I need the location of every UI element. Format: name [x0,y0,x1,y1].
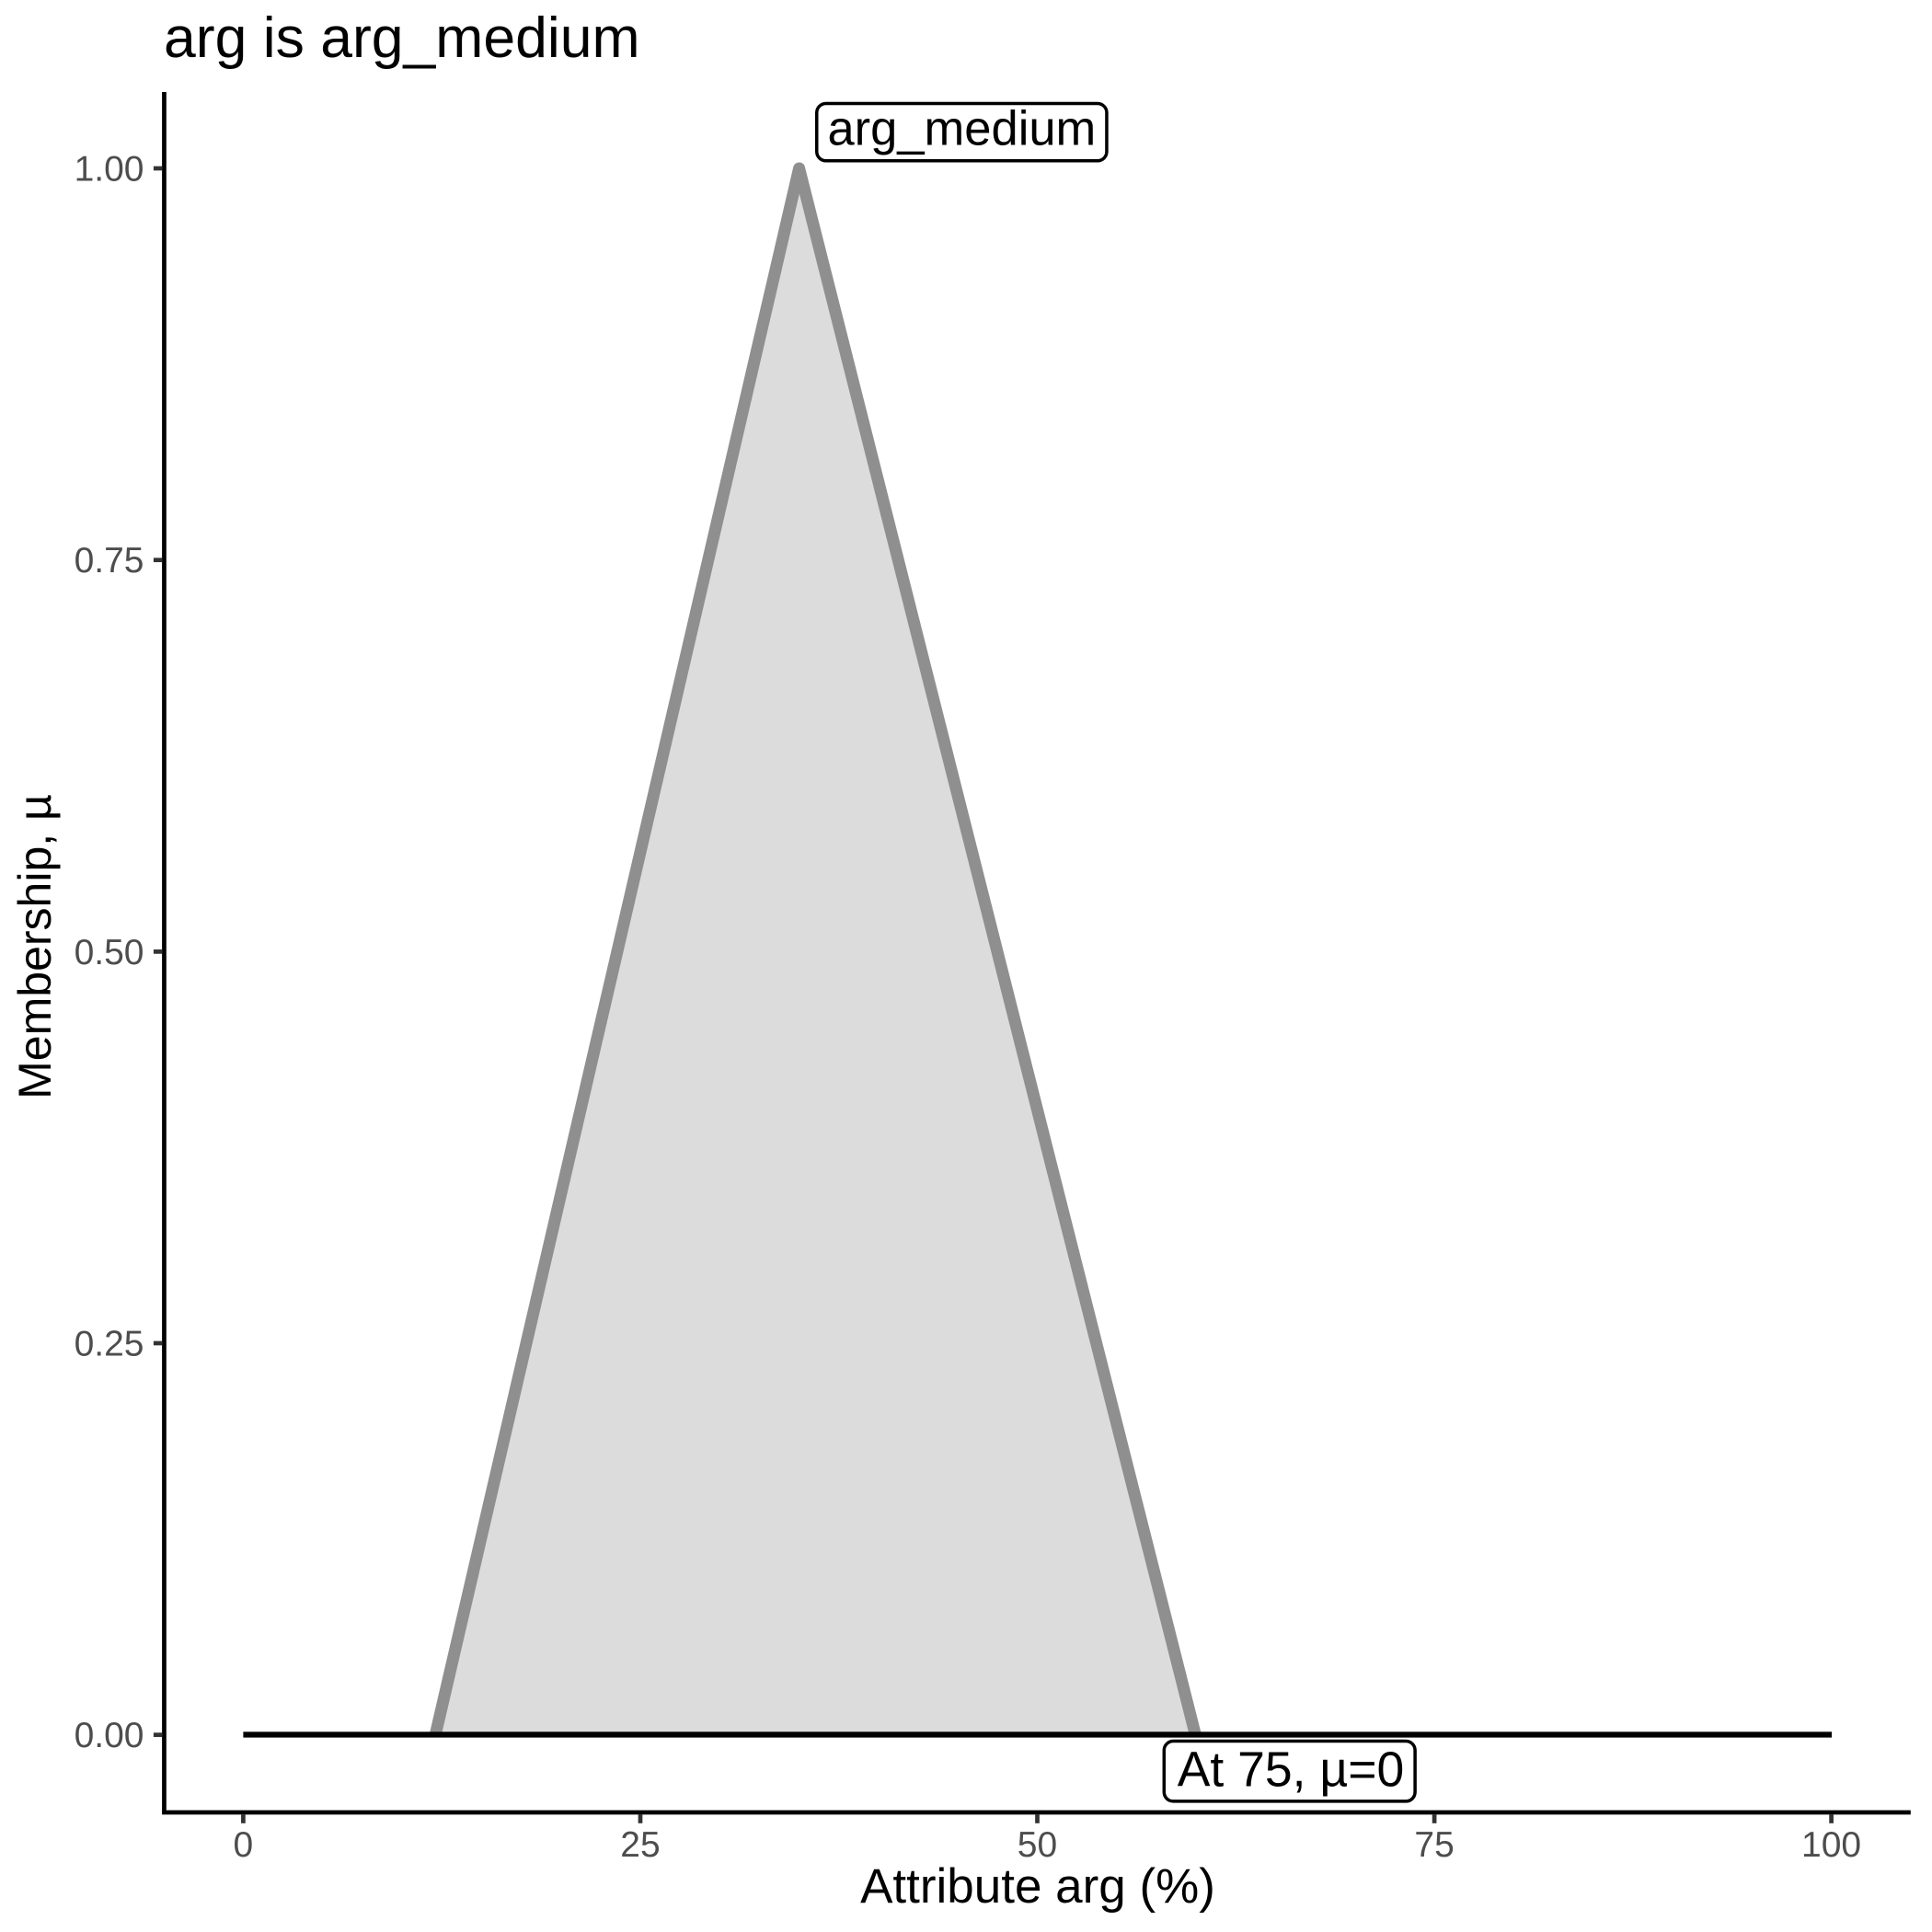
svg-text:0.25: 0.25 [75,1324,144,1363]
svg-text:0.50: 0.50 [75,933,144,972]
svg-text:100: 100 [1801,1825,1861,1865]
svg-text:1.00: 1.00 [75,149,144,189]
svg-text:75: 75 [1414,1825,1454,1865]
svg-text:50: 50 [1018,1825,1057,1865]
svg-text:arg is arg_medium: arg is arg_medium [164,6,640,70]
svg-text:0: 0 [234,1825,254,1865]
svg-text:0.00: 0.00 [75,1716,144,1755]
svg-text:25: 25 [620,1825,660,1865]
svg-text:Membership, µ: Membership, µ [9,794,61,1099]
svg-text:Attribute arg (%): Attribute arg (%) [860,1859,1215,1914]
svg-text:arg_medium: arg_medium [827,102,1096,156]
svg-text:At 75, µ=0: At 75, µ=0 [1178,1743,1404,1798]
svg-text:0.75: 0.75 [75,541,144,581]
